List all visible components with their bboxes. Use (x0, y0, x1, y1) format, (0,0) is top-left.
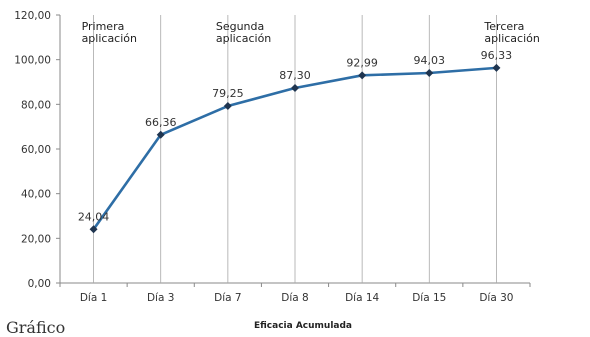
annotation-text: aplicación (216, 32, 271, 45)
data-point (291, 84, 299, 93)
data-point (89, 225, 98, 234)
x-axis-title: Eficacia Acumulada (254, 321, 352, 331)
data-label: 94,03 (414, 54, 446, 67)
data-point (358, 71, 367, 80)
data-point (156, 130, 165, 139)
plot-area: 0,00 20,00 40,00 60,00 80,00 100,00 120,00 Día … (14, 10, 540, 331)
x-tick-label: Día 3 (147, 292, 174, 304)
y-tick-label: 0,00 (28, 278, 51, 290)
data-label: 79,25 (212, 87, 244, 100)
x-tick-label: Día 1 (80, 292, 107, 304)
x-tick-label: Día 7 (214, 292, 241, 304)
figure-caption-partial: Gráfico (6, 318, 66, 337)
data-point (425, 68, 434, 77)
x-tick-label: Día 15 (412, 292, 446, 304)
y-tick-label: 20,00 (21, 233, 51, 245)
annotation-text: Tercera (483, 20, 524, 33)
data-label: 24,04 (78, 210, 110, 223)
x-tick-label: Día 14 (345, 292, 379, 304)
y-tick-label: 40,00 (21, 189, 51, 201)
y-tick-label: 120,00 (14, 10, 51, 22)
y-tick-label: 80,00 (21, 99, 51, 111)
data-label: 87,30 (279, 69, 311, 82)
annotation-text: aplicación (484, 32, 539, 45)
data-label: 66,36 (145, 116, 177, 129)
x-tick-label: Día 30 (479, 292, 513, 304)
data-label: 96,33 (481, 49, 513, 62)
annotation-text: Primera (82, 20, 125, 33)
data-label: 92,99 (346, 56, 378, 69)
data-point (492, 63, 501, 72)
y-tick-label: 60,00 (21, 144, 51, 156)
annotation-text: Segunda (216, 20, 264, 33)
x-tick-label: Día 8 (281, 292, 308, 304)
y-tick-label: 100,00 (14, 55, 51, 67)
annotation-text: aplicación (82, 32, 137, 45)
data-point (223, 102, 232, 111)
